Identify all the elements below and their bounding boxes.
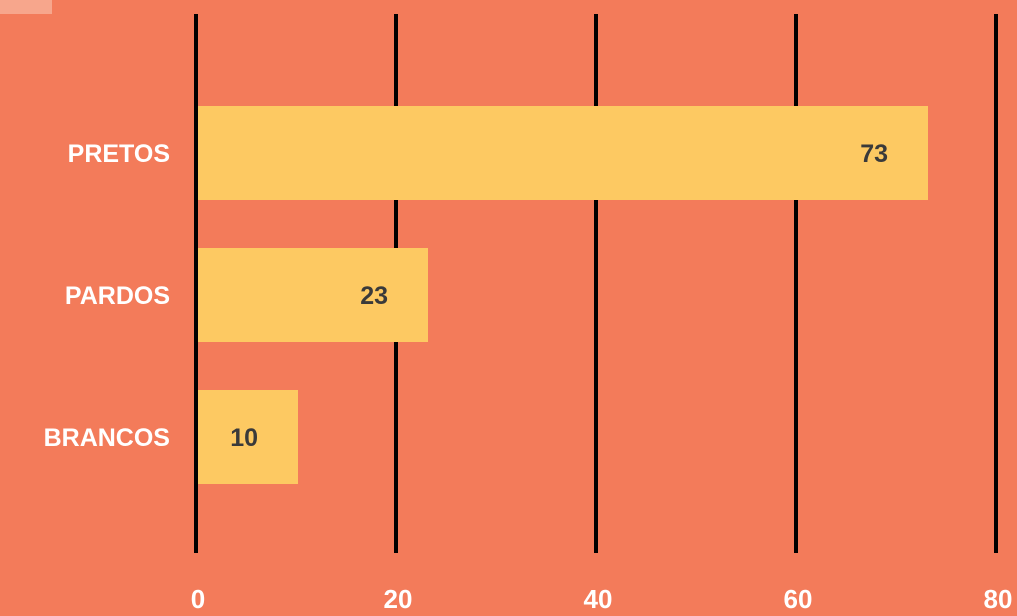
value-label-brancos: 10 bbox=[230, 424, 258, 452]
value-labels: 73 23 10 bbox=[230, 140, 888, 452]
bar-pretos bbox=[198, 106, 928, 200]
x-tick-label-20: 20 bbox=[384, 584, 413, 614]
category-label-pretos: PRETOS bbox=[68, 140, 170, 168]
x-tick-label-40: 40 bbox=[584, 584, 613, 614]
x-tick-label-60: 60 bbox=[784, 584, 813, 614]
x-tick-label-80: 80 bbox=[984, 584, 1013, 614]
bars bbox=[198, 106, 928, 484]
bar-pardos bbox=[198, 248, 428, 342]
corner-accent bbox=[0, 0, 52, 14]
value-label-pardos: 23 bbox=[360, 282, 388, 310]
bar-brancos bbox=[198, 390, 298, 484]
x-tick-labels: 0 20 40 60 80 bbox=[191, 584, 1013, 614]
x-tick-label-0: 0 bbox=[191, 584, 205, 614]
value-label-pretos: 73 bbox=[860, 140, 888, 168]
category-label-brancos: BRANCOS bbox=[44, 424, 170, 452]
category-label-pardos: PARDOS bbox=[65, 282, 170, 310]
category-labels: PRETOS PARDOS BRANCOS bbox=[44, 140, 170, 452]
